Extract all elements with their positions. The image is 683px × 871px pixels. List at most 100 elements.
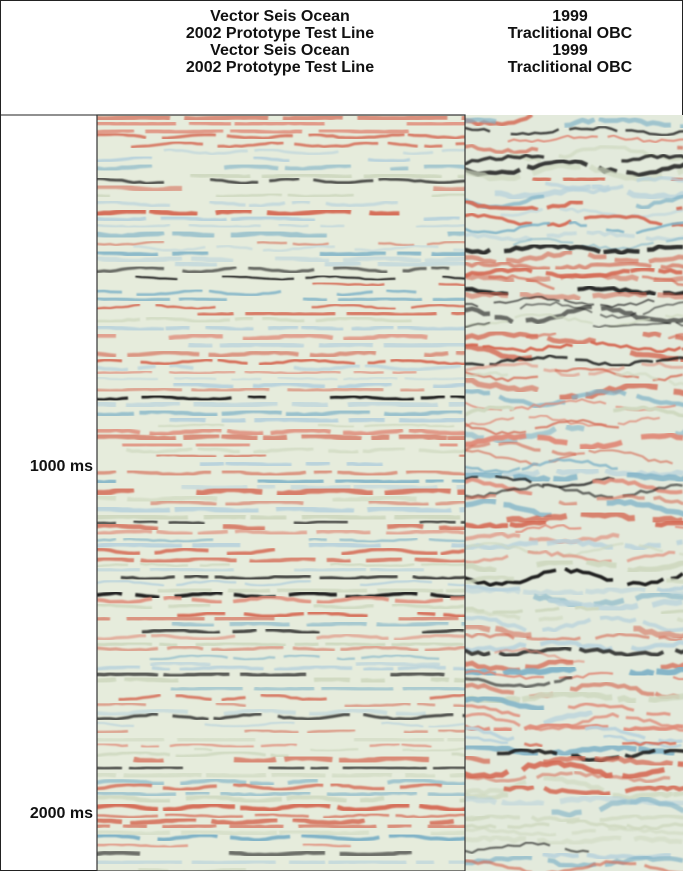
header-right-line: Traclitional OBC <box>508 25 633 42</box>
reflector <box>465 260 683 271</box>
reflector <box>465 361 683 377</box>
reflector <box>465 220 683 235</box>
reflector <box>97 427 465 437</box>
reflector <box>97 664 465 672</box>
reflector <box>551 796 683 819</box>
reflector <box>97 229 465 240</box>
reflector <box>97 579 465 587</box>
reflector <box>97 702 465 708</box>
reflector <box>97 288 417 297</box>
time-label: 1000 ms <box>30 458 93 475</box>
reflector <box>503 784 683 797</box>
reflector <box>97 254 465 265</box>
reflector <box>190 172 465 180</box>
reflector <box>97 477 465 485</box>
reflector <box>97 858 465 867</box>
reflector <box>97 432 465 443</box>
reflector <box>465 725 683 744</box>
reflector <box>465 841 590 855</box>
reflector <box>312 281 465 287</box>
reflector <box>465 519 683 531</box>
reflector <box>465 116 683 130</box>
reflector <box>199 460 383 468</box>
reflector <box>97 223 465 229</box>
reflector <box>97 842 351 849</box>
reflector <box>465 153 683 166</box>
reflector <box>97 199 398 208</box>
reflector <box>465 567 683 588</box>
reflector <box>97 528 465 537</box>
reflector <box>465 423 683 445</box>
reflector <box>125 446 465 455</box>
reflector <box>97 590 465 600</box>
reflector <box>97 707 427 717</box>
reflector <box>465 290 683 302</box>
reflector <box>97 793 465 805</box>
reflector <box>171 620 465 629</box>
reflector <box>97 537 465 543</box>
reflector <box>97 771 465 780</box>
reflector <box>97 602 465 610</box>
reflector <box>97 645 465 652</box>
reflector <box>97 547 465 556</box>
reflector <box>465 431 683 451</box>
reflector <box>465 734 682 749</box>
reflector <box>97 316 412 324</box>
reflector <box>465 249 683 265</box>
reflector <box>465 158 683 178</box>
reflector <box>97 370 417 375</box>
reflector <box>150 499 465 507</box>
reflector <box>97 163 465 172</box>
reflector <box>465 541 683 558</box>
reflector <box>97 303 465 311</box>
reflector <box>465 470 683 484</box>
header-left-line: 2002 Prototype Test Line <box>186 25 374 42</box>
reflector <box>130 140 465 149</box>
reflector <box>97 394 465 402</box>
reflector <box>97 127 410 136</box>
reflector <box>465 759 683 780</box>
reflector <box>97 728 465 735</box>
reflector <box>97 349 465 359</box>
reflector <box>97 265 450 274</box>
reflector <box>97 782 443 792</box>
reflector <box>465 199 683 212</box>
reflector <box>515 523 683 533</box>
reflector <box>465 743 675 758</box>
reflector <box>97 249 465 258</box>
reflector <box>135 274 465 281</box>
reflector <box>97 192 465 199</box>
reflector <box>157 586 465 595</box>
reflector <box>465 321 683 329</box>
reflector <box>169 415 465 425</box>
reflector <box>465 418 619 436</box>
reflector <box>465 475 615 489</box>
reflector <box>465 295 655 309</box>
reflector <box>97 675 465 685</box>
reflector <box>97 541 465 550</box>
reflector <box>547 596 683 613</box>
reflector <box>465 330 683 346</box>
reflector <box>465 313 683 329</box>
reflector <box>97 155 411 163</box>
header-right-line: Traclitional OBC <box>508 59 633 76</box>
reflector <box>97 115 465 123</box>
reflector <box>132 754 430 765</box>
reflector <box>97 764 465 771</box>
reflector <box>97 777 465 787</box>
reflector <box>465 441 577 456</box>
reflector <box>133 244 465 253</box>
reflector <box>97 566 424 573</box>
reflector <box>465 457 618 474</box>
reflector <box>97 399 465 410</box>
reflector <box>512 237 683 251</box>
reflector <box>163 147 465 156</box>
reflector <box>465 498 683 519</box>
reflector <box>97 828 465 837</box>
reflector <box>97 408 463 418</box>
reflector <box>141 627 465 635</box>
reflector <box>97 332 428 342</box>
reflector <box>465 304 683 325</box>
reflector <box>465 404 683 418</box>
